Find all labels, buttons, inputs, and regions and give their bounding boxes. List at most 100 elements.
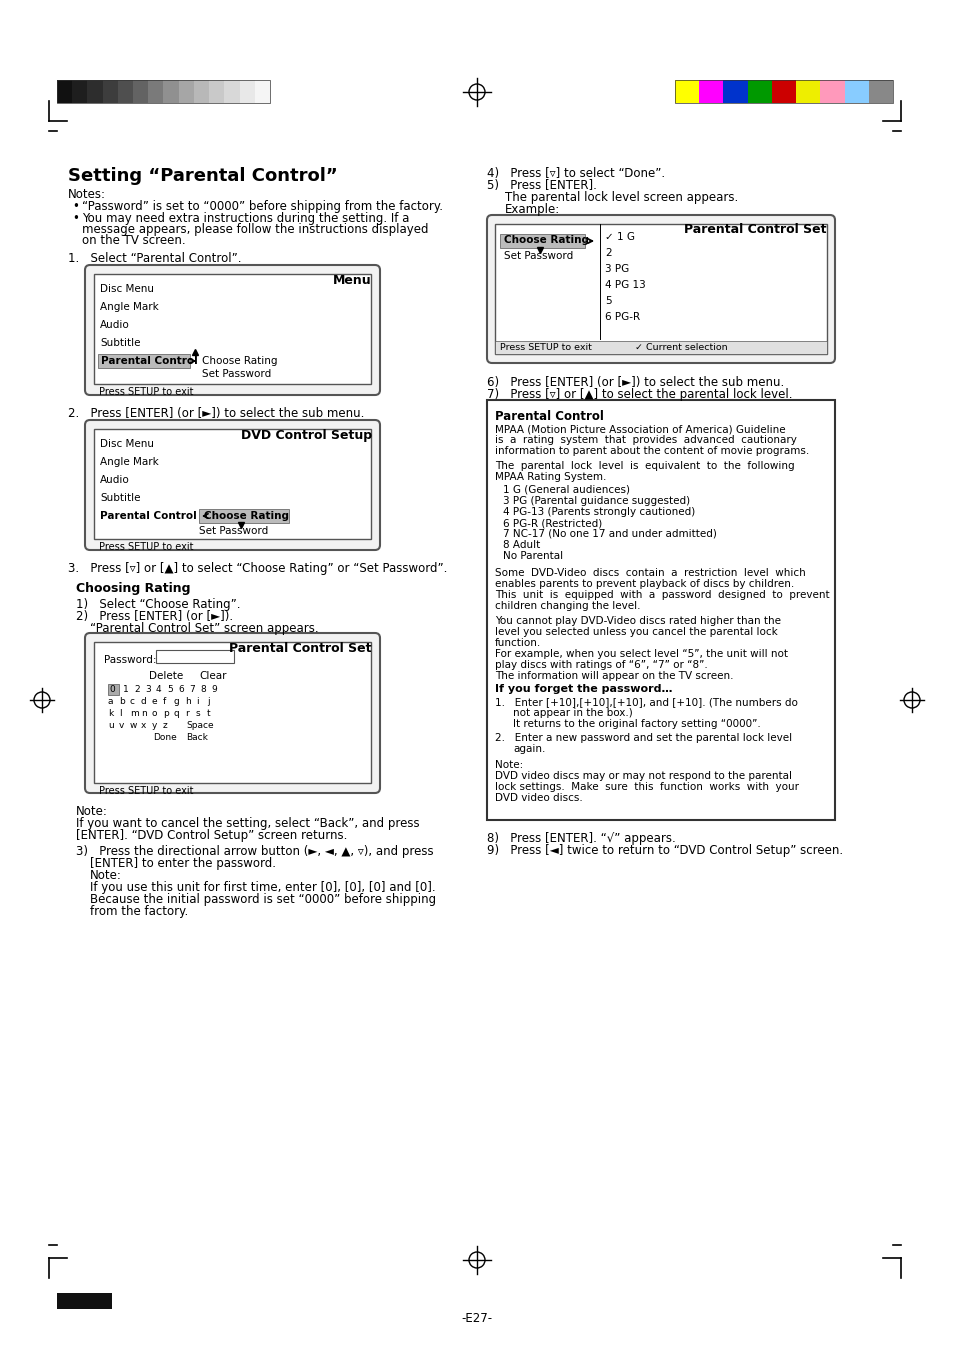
Bar	[163, 80, 178, 103]
Text: You cannot play DVD-Video discs rated higher than the: You cannot play DVD-Video discs rated hi…	[495, 616, 781, 626]
Text: MPAA Rating System.: MPAA Rating System.	[495, 471, 606, 482]
Text: 1: 1	[123, 685, 129, 694]
Text: 8)   Press [ENTER]. “√” appears.: 8) Press [ENTER]. “√” appears.	[486, 832, 675, 844]
Text: Choosing Rating: Choosing Rating	[76, 582, 191, 594]
Text: u: u	[108, 721, 113, 730]
Text: If you use this unit for first time, enter [0], [0], [0] and [0].: If you use this unit for first time, ent…	[90, 881, 436, 894]
Bar	[94, 430, 371, 539]
Text: lock settings.  Make  sure  this  function  works  with  your: lock settings. Make sure this function w…	[495, 782, 799, 792]
Text: function.: function.	[495, 638, 540, 648]
Text: The parental lock level screen appears.: The parental lock level screen appears.	[504, 190, 738, 204]
Text: play discs with ratings of “6”, “7” or “8”.: play discs with ratings of “6”, “7” or “…	[495, 661, 707, 670]
Text: c: c	[130, 697, 135, 707]
Bar	[103, 80, 118, 103]
Bar	[868, 80, 892, 103]
Text: “Parental Control Set” screen appears.: “Parental Control Set” screen appears.	[90, 621, 318, 635]
Text: r: r	[185, 709, 189, 717]
Bar	[495, 224, 826, 354]
Text: Press SETUP to exit: Press SETUP to exit	[99, 386, 193, 397]
Text: 4 PG 13: 4 PG 13	[604, 280, 645, 290]
Text: 6 PG-R: 6 PG-R	[604, 312, 639, 322]
Bar	[495, 340, 826, 354]
Text: Subtitle: Subtitle	[100, 493, 140, 503]
Text: 8: 8	[200, 685, 206, 694]
Bar	[178, 80, 193, 103]
Text: Press SETUP to exit: Press SETUP to exit	[99, 542, 193, 553]
Text: 5: 5	[604, 296, 611, 305]
Bar	[88, 80, 103, 103]
Text: children changing the level.: children changing the level.	[495, 601, 639, 611]
FancyBboxPatch shape	[486, 215, 834, 363]
Text: 4)   Press [▿] to select “Done”.: 4) Press [▿] to select “Done”.	[486, 168, 664, 180]
Text: Set Password: Set Password	[202, 369, 271, 380]
Text: 7: 7	[189, 685, 194, 694]
Bar	[94, 274, 371, 384]
Text: •: •	[71, 212, 79, 226]
Text: m: m	[130, 709, 138, 717]
Text: 2: 2	[133, 685, 139, 694]
Bar	[224, 80, 239, 103]
Text: Parental Control Set: Parental Control Set	[230, 642, 372, 655]
Text: ✓ 1 G: ✓ 1 G	[604, 232, 635, 242]
Text: 0: 0	[109, 685, 114, 694]
Bar	[843, 80, 868, 103]
Text: DVD video discs.: DVD video discs.	[495, 793, 582, 802]
Text: 6: 6	[178, 685, 184, 694]
Text: Parental Control Set: Parental Control Set	[684, 223, 826, 236]
Bar	[193, 80, 209, 103]
Text: 3.   Press [▿] or [▲] to select “Choose Rating” or “Set Password”.: 3. Press [▿] or [▲] to select “Choose Ra…	[68, 562, 447, 576]
Text: y: y	[152, 721, 157, 730]
Text: Parental Control: Parental Control	[495, 409, 603, 423]
Text: Choose Rating: Choose Rating	[202, 357, 277, 366]
Text: If you want to cancel the setting, select “Back”, and press: If you want to cancel the setting, selec…	[76, 817, 419, 830]
Text: 8 Adult: 8 Adult	[502, 540, 539, 550]
Text: 2.   Press [ENTER] (or [►]) to select the sub menu.: 2. Press [ENTER] (or [►]) to select the …	[68, 407, 364, 420]
Text: Example:: Example:	[504, 203, 559, 216]
Text: 2.   Enter a new password and set the parental lock level: 2. Enter a new password and set the pare…	[495, 734, 791, 743]
Bar	[771, 80, 795, 103]
Text: Notes:: Notes:	[68, 188, 106, 201]
Bar	[675, 80, 892, 103]
Text: It returns to the original factory setting “0000”.: It returns to the original factory setti…	[513, 719, 760, 730]
Bar	[148, 80, 163, 103]
Text: Clear: Clear	[199, 671, 226, 681]
Text: Angle Mark: Angle Mark	[100, 457, 158, 467]
Text: If you forget the password…: If you forget the password…	[495, 684, 672, 694]
Text: Space: Space	[186, 721, 213, 730]
Text: Done: Done	[152, 734, 176, 742]
Text: k: k	[108, 709, 113, 717]
Text: i: i	[195, 697, 198, 707]
Text: x: x	[141, 721, 146, 730]
Text: Press SETUP to exit: Press SETUP to exit	[99, 786, 193, 796]
Text: For example, when you select level “5”, the unit will not: For example, when you select level “5”, …	[495, 648, 787, 659]
Bar	[132, 80, 148, 103]
Text: Subtitle: Subtitle	[100, 338, 140, 349]
Text: enables parents to prevent playback of discs by children.: enables parents to prevent playback of d…	[495, 580, 794, 589]
Text: v: v	[119, 721, 124, 730]
Text: The information will appear on the TV screen.: The information will appear on the TV sc…	[495, 671, 733, 681]
Text: -E27-: -E27-	[461, 1312, 492, 1325]
Text: 3: 3	[145, 685, 151, 694]
Text: Audio: Audio	[100, 476, 130, 485]
Bar	[209, 80, 224, 103]
Text: Setting “Parental Control”: Setting “Parental Control”	[68, 168, 337, 185]
Text: 1.   Select “Parental Control”.: 1. Select “Parental Control”.	[68, 253, 241, 265]
Bar	[699, 80, 722, 103]
Bar	[747, 80, 771, 103]
Text: on the TV screen.: on the TV screen.	[82, 234, 186, 247]
Bar	[199, 509, 289, 523]
Text: No Parental: No Parental	[502, 551, 562, 561]
Text: Note:: Note:	[90, 869, 122, 882]
Bar	[795, 80, 820, 103]
Bar	[254, 80, 270, 103]
Text: Note:: Note:	[495, 761, 522, 770]
Text: 2: 2	[604, 249, 611, 258]
Text: Set Password: Set Password	[503, 251, 573, 261]
Text: 7)   Press [▿] or [▲] to select the parental lock level.: 7) Press [▿] or [▲] to select the parent…	[486, 388, 792, 401]
Text: Audio: Audio	[100, 320, 130, 330]
Text: This  unit  is  equipped  with  a  password  designed  to  prevent: This unit is equipped with a password de…	[495, 590, 829, 600]
Text: t: t	[207, 709, 211, 717]
Text: 1 G (General audiences): 1 G (General audiences)	[502, 485, 629, 494]
Text: n: n	[141, 709, 147, 717]
Text: q: q	[173, 709, 179, 717]
